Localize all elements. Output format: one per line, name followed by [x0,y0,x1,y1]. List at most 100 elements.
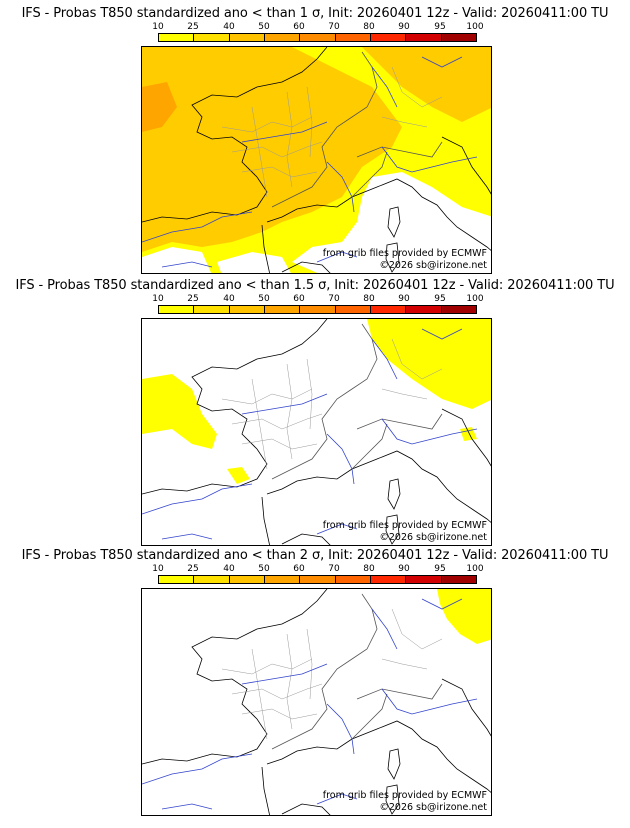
colorbar-swatch [229,306,265,313]
probability-field-10-25 [227,467,250,484]
map-panel-2: IFS - Probas T850 standardized ano < tha… [0,278,630,548]
probability-field-40-50 [142,82,177,132]
colorbar-swatch [159,306,195,313]
colorbar-swatch [406,34,442,41]
colorbar-label: 50 [258,294,270,304]
rivers [142,328,478,540]
data-source-credit: from grib files provided by ECMWF [322,248,487,259]
corsica-coastline [387,206,401,238]
colorbar-label: 80 [363,22,375,32]
map-panel-1: IFS - Probas T850 standardized ano < tha… [0,6,630,276]
colorbar-label: 80 [363,294,375,304]
colorbar-label: 90 [398,22,410,32]
low-probability-area [217,252,291,273]
country-border [271,51,378,208]
colorbar-label: 25 [187,564,199,574]
country-borders [271,593,443,750]
colorbar-swatch [370,34,407,41]
colorbar-label: 50 [258,22,270,32]
colorbar-label: 70 [328,294,340,304]
colorbar-swatch [159,576,195,583]
copyright-credit: ©2026 sb@irizone.net [379,802,487,813]
coastlines [142,589,491,815]
colorbar-label: 90 [398,294,410,304]
colorbar-swatch [229,576,265,583]
colorbar-label: 60 [293,564,305,574]
probability-field-10-25 [367,319,491,409]
colorbar-swatch [264,576,301,583]
country-border [351,151,388,198]
colorbar-label: 70 [328,564,340,574]
colorbar-swatch [406,306,442,313]
colorbar-label: 70 [328,22,340,32]
colorbar-labels: 10 25 40 50 60 70 80 90 95 100 [0,294,630,304]
colorbar-swatch [441,576,476,583]
probability-field-25-40 [362,47,491,122]
probability-map: from grib files provided by ECMWF ©2026 … [141,318,492,546]
colorbar-labels: 10 25 40 50 60 70 80 90 95 100 [0,22,630,32]
colorbar-swatch [159,34,195,41]
colorbar-label: 95 [434,22,446,32]
colorbar-label: 40 [223,294,235,304]
colorbar-swatch [194,34,230,41]
colorbar-swatch [194,576,230,583]
colorbar-label: 40 [223,22,235,32]
colorbar-swatch [300,306,336,313]
probability-field-10-25 [437,589,491,644]
colorbar-swatch [264,306,301,313]
colorbar [158,575,477,584]
country-border [356,141,443,158]
coastline [261,224,270,273]
colorbar-label: 10 [152,564,164,574]
regional-borders [221,338,443,470]
colorbar-label: 25 [187,22,199,32]
colorbar-swatch [441,306,476,313]
rivers [142,56,478,268]
coastline [142,47,328,223]
panel-title: IFS - Probas T850 standardized ano < tha… [15,278,615,293]
panel-title: IFS - Probas T850 standardized ano < tha… [21,6,609,21]
colorbar-swatch [370,306,407,313]
probability-map: from grib files provided by ECMWF ©2026 … [141,46,492,274]
probability-field-10-25 [460,427,477,441]
probability-field-25-40 [142,47,402,252]
colorbar-labels: 10 25 40 50 60 70 80 90 95 100 [0,564,630,574]
colorbar-label: 10 [152,22,164,32]
coastlines [142,319,491,545]
colorbar-swatch [335,306,371,313]
colorbar-label: 95 [434,564,446,574]
copyright-credit: ©2026 sb@irizone.net [379,260,487,271]
colorbar-swatch [300,576,336,583]
panel-title: IFS - Probas T850 standardized ano < tha… [21,548,609,563]
copyright-credit: ©2026 sb@irizone.net [379,532,487,543]
colorbar [158,305,477,314]
map-panel-3: IFS - Probas T850 standardized ano < tha… [0,548,630,818]
probability-field-10-25 [142,374,217,449]
regional-borders [221,66,443,198]
colorbar-swatch [406,576,442,583]
coastline [281,261,331,273]
colorbar-label: 25 [187,294,199,304]
colorbar-label: 60 [293,22,305,32]
colorbar-label: 100 [466,564,484,574]
low-probability-area [142,247,212,273]
sardinia-coastline [385,242,400,273]
low-probability-area [292,172,491,273]
colorbar-label: 50 [258,564,270,574]
coastline [441,136,491,195]
probability-field-10-25 [442,147,491,187]
colorbar-label: 10 [152,294,164,304]
data-source-credit: from grib files provided by ECMWF [322,790,487,801]
colorbar-label: 40 [223,564,235,574]
colorbar-label: 95 [434,294,446,304]
colorbar [158,33,477,42]
colorbar-swatch [335,576,371,583]
probability-map: from grib files provided by ECMWF ©2026 … [141,588,492,816]
regional-borders [221,608,443,740]
colorbar-label: 90 [398,564,410,574]
rivers [142,598,478,810]
colorbar-swatch [264,34,301,41]
coastline [266,178,491,251]
colorbar-label: 100 [466,22,484,32]
colorbar-swatch [441,34,476,41]
